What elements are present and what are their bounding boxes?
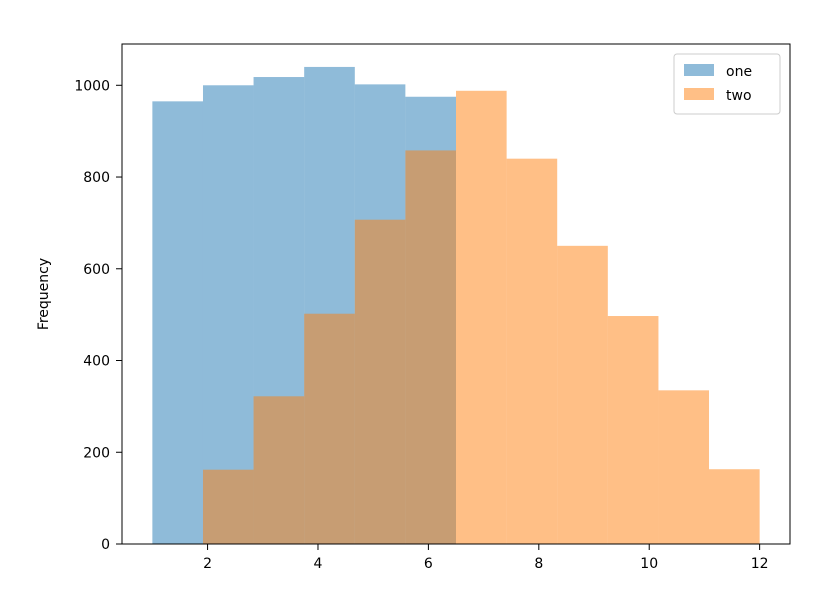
y-tick-label: 200 xyxy=(83,445,110,461)
legend-box xyxy=(673,53,781,115)
bar-two-7 xyxy=(506,158,558,544)
bar-two-9 xyxy=(607,316,659,544)
bars-layer xyxy=(152,66,760,545)
legend-swatch-two xyxy=(684,88,714,100)
bar-two-10 xyxy=(658,390,710,544)
bar-two-5 xyxy=(405,150,456,545)
x-axis: 2 4 6 8 10 12 xyxy=(203,544,769,572)
y-tick-label: 600 xyxy=(83,262,110,278)
y-axis: 0 200 400 600 800 1000 xyxy=(74,78,122,553)
legend: one two xyxy=(673,53,781,115)
legend-swatch-one xyxy=(684,64,714,76)
x-tick-label: 2 xyxy=(203,556,212,572)
legend-label-two: two xyxy=(726,88,752,104)
bar-two-4 xyxy=(354,219,406,544)
y-tick-label: 400 xyxy=(83,354,110,370)
bar-two-1 xyxy=(202,469,254,544)
x-tick-label: 6 xyxy=(424,556,433,572)
x-tick-label: 8 xyxy=(534,556,543,572)
y-tick-label: 0 xyxy=(101,537,110,553)
bar-two-8 xyxy=(557,245,608,544)
bar-two-2 xyxy=(253,396,305,544)
x-tick-label: 4 xyxy=(314,556,323,572)
x-tick-label: 10 xyxy=(640,556,658,572)
y-axis-label: Frequency xyxy=(36,258,52,330)
legend-label-one: one xyxy=(726,64,752,80)
x-tick-label: 12 xyxy=(751,556,769,572)
bar-one-1 xyxy=(152,101,203,544)
plot-frame xyxy=(121,43,791,545)
y-tick-label: 800 xyxy=(83,170,110,186)
bar-two-3 xyxy=(304,313,355,544)
bar-two-11 xyxy=(709,469,760,544)
bar-two-6 xyxy=(456,90,507,544)
bar-one-2 xyxy=(202,85,254,545)
y-tick-label: 1000 xyxy=(74,78,110,94)
